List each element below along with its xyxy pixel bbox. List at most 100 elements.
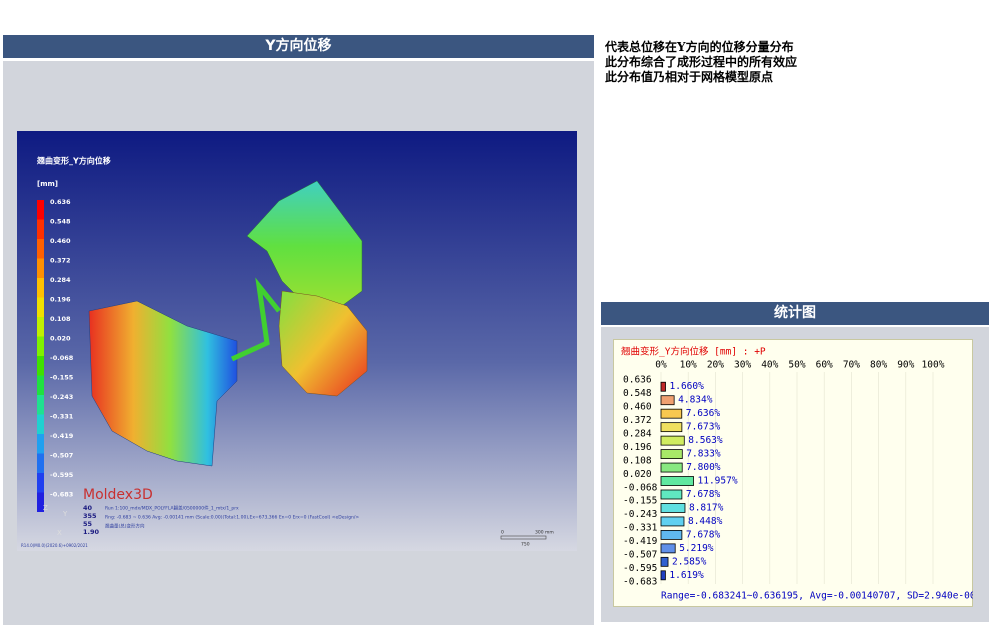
chart-background <box>613 339 973 607</box>
value-label: 7.678% <box>686 529 721 540</box>
value-label: 8.817% <box>689 502 724 513</box>
color-scale-swatch <box>37 434 44 454</box>
bin-label: -0.507 <box>623 550 657 561</box>
value-label: 11.957% <box>698 476 738 487</box>
bar <box>660 422 683 433</box>
value-label: 8.563% <box>688 435 723 446</box>
bar <box>660 556 669 567</box>
color-scale-swatch <box>37 258 44 278</box>
color-scale-label: 0.372 <box>50 257 71 265</box>
color-scale-swatch <box>37 317 44 337</box>
color-scale-label: 0.284 <box>50 276 71 284</box>
info-line: 翘曲量(总)变形方向 <box>105 523 145 530</box>
color-scale-label: 0.460 <box>50 237 71 245</box>
bin-label: 0.460 <box>623 401 652 412</box>
bin-label: -0.068 <box>623 482 658 493</box>
color-scale-label: -0.243 <box>50 393 73 401</box>
bar <box>660 381 666 392</box>
scale-bar <box>500 535 547 540</box>
bar <box>660 435 685 446</box>
color-scale-label: -0.155 <box>50 374 74 382</box>
description-line: 此分布值乃相对于网格模型原点 <box>605 70 774 84</box>
chart-title: 翘曲变形_Y方向位移 [mm] : +P <box>621 346 766 358</box>
bin-label: 0.636 <box>623 375 652 386</box>
x-tick-label: 10% <box>680 360 697 371</box>
bin-label: -0.595 <box>623 563 657 574</box>
color-scale-label: 0.548 <box>50 218 71 226</box>
description-line: 代表总位移在Y方向的位移分量分布 <box>605 40 794 54</box>
scale-bar-label: 0 <box>501 530 504 536</box>
axis-y: Y <box>62 510 68 518</box>
description-line: 此分布综合了成形过程中的所有效应 <box>605 55 798 69</box>
view-number: 40 <box>83 504 93 512</box>
info-line: Run 1:100_mdx/MDX_POLYFLA翻盖/0500000件_1_m… <box>105 505 239 512</box>
bin-label: -0.243 <box>623 509 657 520</box>
color-scale-label: -0.683 <box>50 491 73 499</box>
axis-x: X <box>57 529 62 537</box>
x-tick-label: 60% <box>816 360 833 371</box>
bin-label: 0.196 <box>623 442 652 453</box>
bar <box>660 530 683 540</box>
bar <box>660 489 683 500</box>
color-scale-label: -0.419 <box>50 432 74 440</box>
value-label: 1.660% <box>670 381 705 392</box>
part-lower <box>278 290 368 397</box>
bin-label: 0.020 <box>623 469 652 480</box>
value-label: 5.219% <box>679 543 714 554</box>
brand: Moldex3D <box>83 487 153 503</box>
color-scale-label: -0.507 <box>50 452 73 460</box>
x-tick-label: 70% <box>843 360 860 371</box>
value-label: 7.673% <box>686 422 721 433</box>
color-scale-swatch <box>37 200 44 220</box>
color-scale-swatch <box>37 375 44 395</box>
bar <box>660 516 685 527</box>
x-tick-label: 0% <box>655 360 667 371</box>
color-scale-swatch <box>37 453 44 473</box>
axis-z: Z <box>43 504 48 512</box>
bar <box>660 503 686 513</box>
color-scale-swatch <box>37 473 44 493</box>
bar <box>660 408 683 419</box>
bar <box>660 543 676 554</box>
value-label: 7.678% <box>686 489 721 500</box>
bin-label: 0.284 <box>623 428 652 439</box>
color-scale-swatch <box>37 356 44 376</box>
x-tick-label: 100% <box>922 360 945 371</box>
part-upper <box>246 180 363 312</box>
bin-label: -0.331 <box>623 523 658 534</box>
view-number: 355 <box>83 512 97 520</box>
bar <box>660 570 666 581</box>
color-scale-swatch <box>37 336 44 356</box>
color-scale-label: -0.331 <box>50 413 74 421</box>
color-scale-swatch <box>37 414 44 434</box>
color-scale-swatch <box>37 219 44 239</box>
value-label: 4.834% <box>678 395 713 406</box>
bin-label: 0.548 <box>623 388 652 399</box>
bar <box>660 449 683 459</box>
runner <box>230 277 281 362</box>
scale-bar-label: 300 mm <box>535 530 554 536</box>
panel-title: Y方向位移 <box>3 35 594 58</box>
bin-label: 0.108 <box>623 455 652 466</box>
color-scale-swatch <box>37 492 44 512</box>
histogram-chart: 翘曲变形_Y方向位移 [mm] : +P Range=-0.683241~0.6… <box>613 339 973 607</box>
color-scale-swatch <box>37 297 44 317</box>
color-scale-label: 0.196 <box>50 296 71 304</box>
bin-label: -0.155 <box>623 496 657 507</box>
bin-label: 0.372 <box>623 415 652 426</box>
unit: [mm] <box>37 180 58 188</box>
value-label: 2.585% <box>672 556 707 567</box>
color-scale-swatch <box>37 395 44 415</box>
color-scale-label: -0.595 <box>50 471 74 479</box>
bin-label: -0.419 <box>623 536 658 547</box>
chart-footer: Range=-0.683241~0.636195, Avg=-0.0014070… <box>661 591 973 602</box>
viewer-title: 翘曲变形_Y方向位移 <box>36 156 111 166</box>
value-label: 1.619% <box>669 570 704 581</box>
result-viewer: 翘曲变形_Y方向位移 [mm] 0.636 0.548 0.460 0.372 0.28… <box>17 131 577 551</box>
value-label: 8.448% <box>688 516 723 527</box>
x-tick-label: 40% <box>761 360 778 371</box>
color-scale-label: -0.068 <box>50 354 74 362</box>
x-tick-label: 50% <box>788 360 805 371</box>
info-line: Rng: -0.683 ~ 0.636 Avg: -0.00141 mm (Sc… <box>105 515 359 521</box>
color-scale-label: 0.636 <box>50 198 71 206</box>
